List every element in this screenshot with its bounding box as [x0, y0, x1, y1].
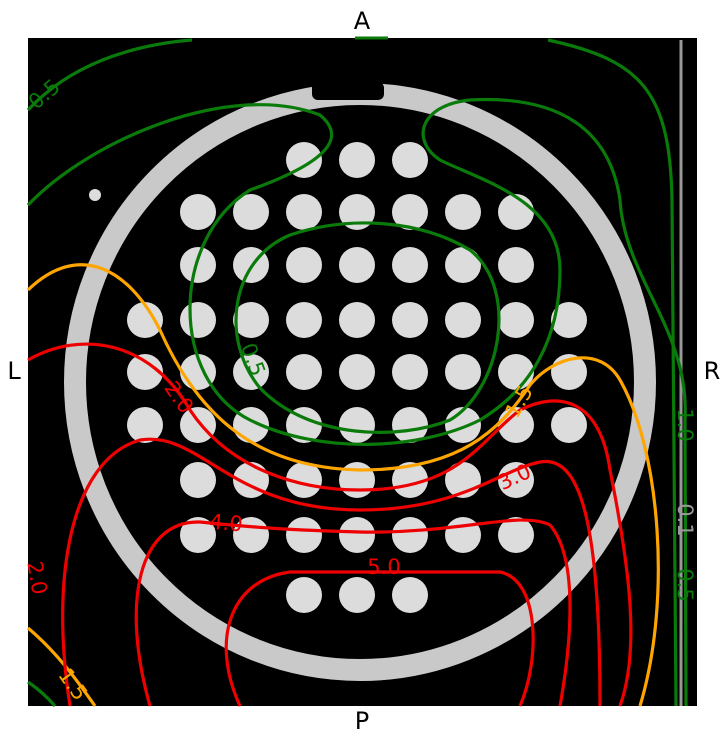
- phantom-dot: [180, 194, 216, 230]
- phantom-dot: [180, 462, 216, 498]
- phantom-dot: [498, 462, 534, 498]
- phantom-dot: [127, 354, 163, 390]
- phantom-dot: [498, 517, 534, 553]
- phantom-dot: [392, 462, 428, 498]
- contour-label: 4.0: [208, 510, 243, 537]
- orientation-right: R: [704, 357, 721, 385]
- phantom-dots: [127, 142, 587, 613]
- phantom-dot: [445, 194, 481, 230]
- phantom-dot: [445, 354, 481, 390]
- top-margin: [28, 0, 697, 38]
- phantom-dot: [392, 194, 428, 230]
- contour-label: 0.1: [673, 503, 697, 536]
- phantom-dot: [339, 302, 375, 338]
- contour-red: [27, 342, 633, 707]
- phantom-dot: [233, 354, 269, 390]
- phantom-dot: [286, 142, 322, 178]
- phantom-dot: [127, 407, 163, 443]
- phantom-dot: [286, 577, 322, 613]
- phantom-dot: [233, 302, 269, 338]
- phantom-dot: [233, 194, 269, 230]
- contour-label: 5.0: [367, 555, 400, 579]
- contour-orange: [26, 626, 97, 707]
- phantom-dot: [392, 142, 428, 178]
- phantom-dot: [445, 247, 481, 283]
- contour-red: [224, 570, 535, 707]
- phantom-dot: [445, 517, 481, 553]
- phantom-dot: [286, 354, 322, 390]
- phantom-dot: [551, 407, 587, 443]
- phantom-dot: [286, 462, 322, 498]
- orientation-top: A: [354, 7, 371, 35]
- phantom-dot: [551, 302, 587, 338]
- phantom-dot: [286, 194, 322, 230]
- phantom-dot: [392, 302, 428, 338]
- contour-green: [26, 38, 193, 112]
- phantom-dot: [339, 354, 375, 390]
- contour-green: [27, 680, 57, 708]
- ring-notch: [312, 82, 384, 100]
- phantom-dot: [127, 302, 163, 338]
- contour-red: [61, 437, 602, 707]
- phantom-dot: [286, 302, 322, 338]
- contour-green: [234, 221, 501, 434]
- orientation-left: L: [7, 357, 21, 385]
- phantom-dot: [339, 462, 375, 498]
- phantom-dot: [339, 247, 375, 283]
- phantom-dot: [180, 247, 216, 283]
- phantom-dot: [180, 407, 216, 443]
- phantom-dot: [339, 142, 375, 178]
- phantom-dot: [339, 194, 375, 230]
- phantom-dot: [286, 247, 322, 283]
- phantom-dot: [339, 517, 375, 553]
- phantom-dot: [498, 194, 534, 230]
- marker-dot: [89, 189, 101, 201]
- contour-label: 1.0: [673, 408, 697, 441]
- contour-orange: [26, 263, 660, 707]
- phantom-dot: [392, 517, 428, 553]
- phantom-dot: [498, 302, 534, 338]
- phantom-dot: [392, 247, 428, 283]
- phantom-dot: [392, 354, 428, 390]
- phantom-dot: [180, 302, 216, 338]
- phantom-dot: [339, 407, 375, 443]
- phantom-dot: [339, 577, 375, 613]
- phantom-dot: [180, 517, 216, 553]
- phantom-dot: [286, 407, 322, 443]
- contour-label: 2.0: [22, 559, 51, 596]
- phantom-dot: [392, 577, 428, 613]
- contour-label: 0.5: [673, 568, 697, 601]
- phantom-dot: [445, 407, 481, 443]
- phantom-dot: [286, 517, 322, 553]
- contour-green: [26, 97, 688, 707]
- contour-green: [547, 38, 678, 707]
- phantom-dot: [445, 302, 481, 338]
- phantom-dot: [498, 247, 534, 283]
- orientation-labels: A P L R: [7, 7, 720, 735]
- phantom-dot: [392, 407, 428, 443]
- orientation-bottom: P: [355, 707, 369, 735]
- contour-red: [134, 518, 572, 707]
